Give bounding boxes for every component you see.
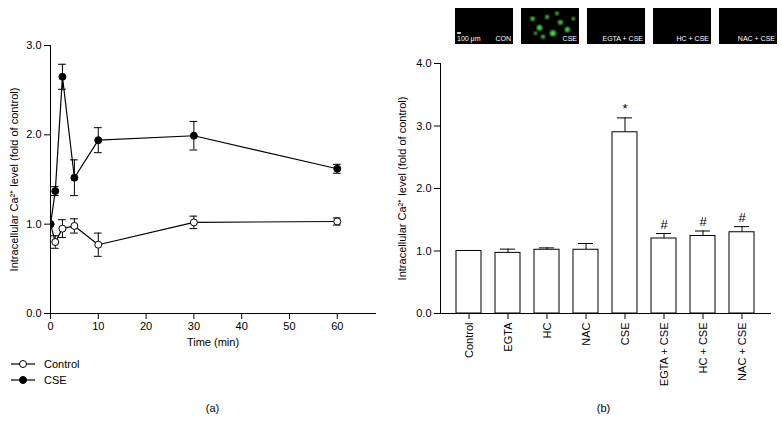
svg-text:CSE: CSE [619, 323, 631, 346]
html-text:Control: Control [44, 358, 80, 370]
svg-text:#: # [738, 210, 746, 225]
html-text:(a): (a) [205, 402, 220, 414]
svg-text:HC + CSE: HC + CSE [677, 35, 710, 42]
svg-text:2.0: 2.0 [416, 182, 431, 194]
svg-text:EGTA: EGTA [502, 322, 514, 352]
svg-text:#: # [699, 214, 707, 229]
html-text:CSE: CSE [44, 374, 67, 386]
html-text:(b): (b) [596, 402, 611, 414]
svg-text:1.0: 1.0 [416, 245, 431, 257]
svg-text:Intracellular Ca²⁺ level (fold: Intracellular Ca²⁺ level (fold of contro… [8, 88, 20, 272]
svg-text:*: * [622, 101, 627, 116]
svg-text:CON: CON [495, 35, 511, 42]
svg-text:EGTA + CSE: EGTA + CSE [602, 35, 643, 42]
svg-text:1.0: 1.0 [26, 218, 41, 230]
svg-text:4.0: 4.0 [416, 57, 431, 69]
svg-text:20: 20 [140, 320, 152, 332]
svg-text:Control: Control [463, 323, 475, 358]
svg-text:0.0: 0.0 [416, 307, 431, 319]
svg-text:CSE: CSE [563, 35, 578, 42]
svg-text:10: 10 [92, 320, 104, 332]
svg-text:30: 30 [188, 320, 200, 332]
svg-text:100 μm: 100 μm [457, 35, 481, 43]
svg-text:2.0: 2.0 [26, 128, 41, 140]
svg-text:50: 50 [283, 320, 295, 332]
svg-text:Time (min): Time (min) [187, 336, 239, 348]
svg-text:40: 40 [236, 320, 248, 332]
svg-text:NAC: NAC [580, 322, 592, 345]
svg-text:HC + CSE: HC + CSE [697, 323, 709, 374]
svg-text:Intracellular Ca²⁺ level (fold: Intracellular Ca²⁺ level (fold of contro… [396, 97, 408, 281]
svg-text:0: 0 [47, 320, 53, 332]
svg-text:3.0: 3.0 [416, 120, 431, 132]
svg-text:EGTA + CSE: EGTA + CSE [658, 323, 670, 387]
svg-text:NAC + CSE: NAC + CSE [736, 323, 748, 381]
svg-text:HC: HC [541, 322, 553, 338]
svg-text:60: 60 [331, 320, 343, 332]
svg-text:#: # [660, 217, 668, 232]
svg-text:3.0: 3.0 [26, 39, 41, 51]
svg-text:NAC + CSE: NAC + CSE [738, 35, 775, 42]
svg-text:0.0: 0.0 [26, 307, 41, 319]
